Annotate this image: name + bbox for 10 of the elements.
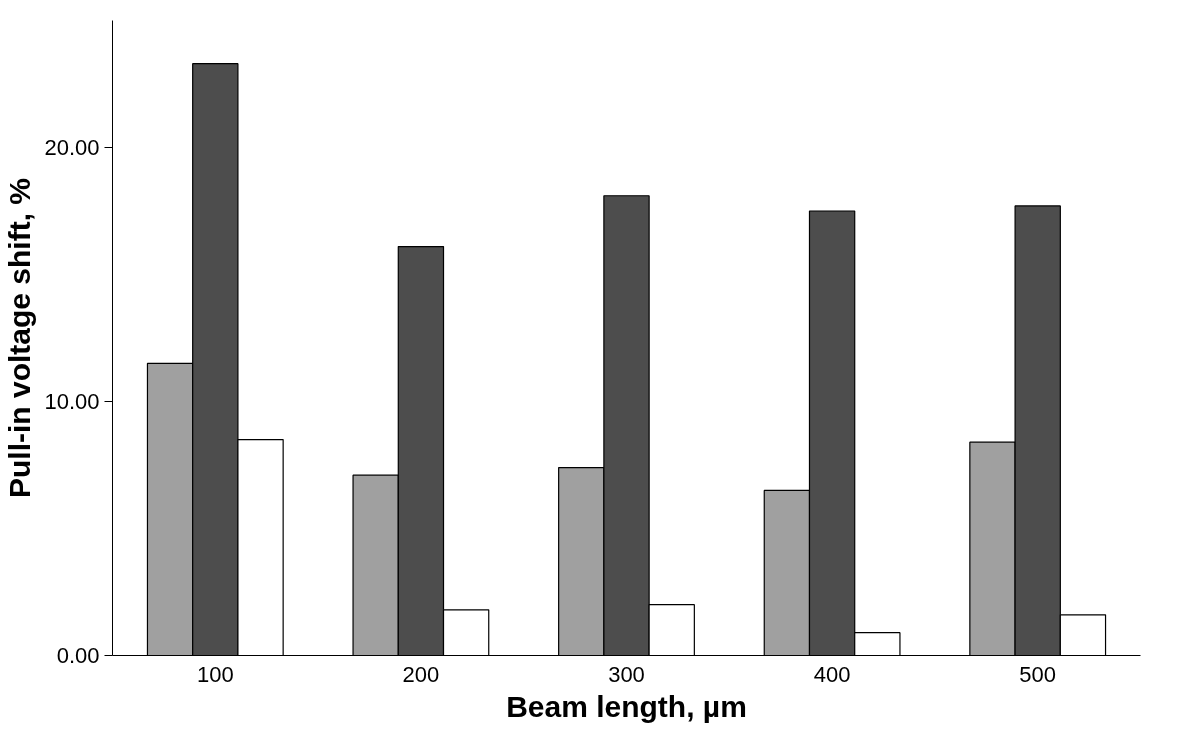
x-tick-label: 500: [1019, 661, 1057, 687]
y-tick-label: 10.00: [44, 389, 100, 414]
x-tick-label: 300: [608, 661, 645, 687]
x-tick-label: 400: [813, 661, 851, 687]
x-tick-label: 100: [196, 661, 234, 687]
x-axis-title: Beam length, µm: [506, 689, 747, 723]
y-tick-label: 20.00: [44, 135, 100, 160]
x-tick-label: 200: [402, 661, 440, 687]
y-tick-label: 0.00: [56, 643, 100, 668]
y-axis-title: Pull-in voltage shift, %: [3, 177, 37, 499]
